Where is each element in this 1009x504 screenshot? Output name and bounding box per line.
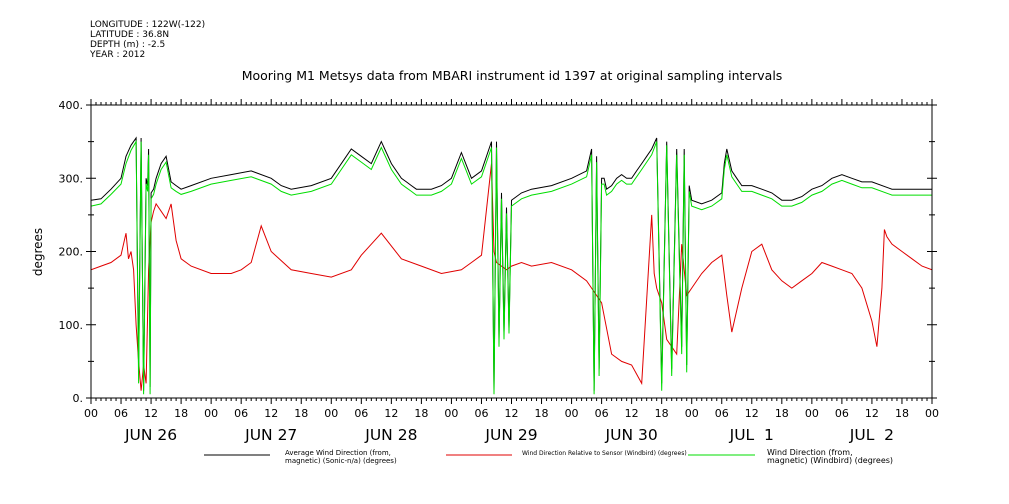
y-axis-label: degrees [31, 228, 45, 276]
x-hour-label: 06 [595, 407, 609, 420]
x-hour-label: 06 [835, 407, 849, 420]
x-hour-label: 06 [715, 407, 729, 420]
x-hour-label: 18 [174, 407, 188, 420]
x-hour-label: 00 [565, 407, 579, 420]
x-hour-label: 18 [655, 407, 669, 420]
plot-frame [90, 104, 933, 399]
legend-label-1: Average Wind Direction (from, [285, 449, 391, 457]
x-hour-label: 06 [114, 407, 128, 420]
x-hour-label: 00 [444, 407, 458, 420]
x-hour-label: 00 [805, 407, 819, 420]
x-day-label: JUN 29 [484, 426, 537, 444]
legend-label-3-line2: magnetic) (Windbird) (degrees) [767, 456, 893, 465]
x-hour-label: 18 [775, 407, 789, 420]
y-tick-label: 0. [73, 392, 84, 405]
legend-label-1-line2: magnetic) (Sonic-n/a) (degrees) [285, 457, 397, 465]
x-day-label: JUN 27 [244, 426, 297, 444]
x-hour-label: 00 [84, 407, 98, 420]
x-hour-label: 18 [895, 407, 909, 420]
metadata-block: LONGITUDE : 122W(-122) LATITUDE : 36.8N … [90, 20, 205, 60]
x-hour-label: 12 [625, 407, 639, 420]
y-tick-label: 400. [59, 99, 84, 112]
x-hour-label: 00 [925, 407, 939, 420]
x-hour-label: 06 [234, 407, 248, 420]
x-hour-label: 00 [685, 407, 699, 420]
x-day-label: JUL 2 [849, 426, 894, 444]
x-hour-label: 12 [865, 407, 879, 420]
longitude-text: LONGITUDE : 122W(-122) [90, 20, 206, 30]
x-hour-label: 00 [324, 407, 338, 420]
x-day-label: JUL 1 [729, 426, 774, 444]
legend-label-3: Wind Direction (from, [767, 448, 853, 457]
x-day-label: JUN 28 [364, 426, 417, 444]
x-hour-label: 12 [384, 407, 398, 420]
series-layer [91, 136, 932, 395]
x-hour-label: 06 [474, 407, 488, 420]
x-hour-label: 12 [144, 407, 158, 420]
legend: Average Wind Direction (from,magnetic) (… [204, 448, 893, 465]
x-hour-label: 12 [505, 407, 519, 420]
x-hour-label: 12 [745, 407, 759, 420]
x-hour-label: 18 [414, 407, 428, 420]
chart-title: Mooring M1 Metsys data from MBARI instru… [242, 68, 783, 83]
series-line-2 [91, 163, 932, 391]
y-tick-label: 100. [59, 319, 84, 332]
depth-text: DEPTH (m) : -2.5 [90, 40, 166, 50]
y-tick-label: 200. [59, 246, 84, 259]
series-line-3 [91, 139, 932, 395]
legend-label-2: Wind Direction Relative to Sensor (Windb… [522, 450, 687, 457]
x-hour-label: 00 [204, 407, 218, 420]
x-hour-label: 06 [354, 407, 368, 420]
x-hour-label: 18 [294, 407, 308, 420]
x-hour-label: 12 [264, 407, 278, 420]
year-text: YEAR : 2012 [90, 50, 146, 60]
x-day-label: JUN 30 [605, 426, 658, 444]
latitude-text: LATITUDE : 36.8N [90, 30, 170, 40]
series-line-1 [91, 136, 932, 391]
y-tick-label: 300. [59, 172, 84, 185]
x-hour-label: 18 [535, 407, 549, 420]
ticks-layer: 0. 100. 200. 300. 400. 00 06 12 18 00 06 12 18 00 06 12… [59, 99, 939, 444]
x-day-label: JUN 26 [124, 426, 177, 444]
